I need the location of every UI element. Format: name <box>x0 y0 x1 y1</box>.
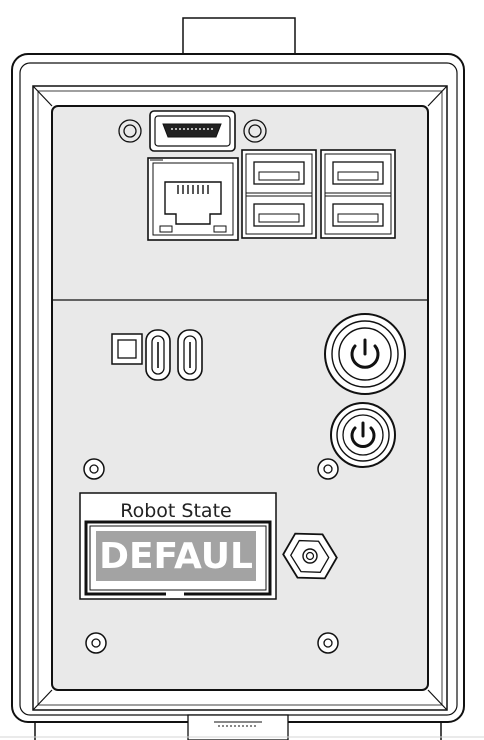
usb-a-stack-right[interactable] <box>320 149 396 239</box>
ethernet-port[interactable] <box>147 157 239 241</box>
power-button-main[interactable] <box>324 313 406 395</box>
usb-c-port-1[interactable] <box>145 329 171 381</box>
square-connector[interactable] <box>111 333 143 365</box>
screw-top-left <box>83 458 105 480</box>
robot-state-display <box>79 492 277 600</box>
hex-connector[interactable] <box>277 522 344 589</box>
screw-top-right <box>317 458 339 480</box>
base-bracket <box>0 714 484 740</box>
screw-bottom-right <box>317 632 339 654</box>
hdmi-port[interactable] <box>118 110 267 152</box>
power-button-secondary[interactable] <box>330 402 396 468</box>
robot-state-label: Robot State <box>120 500 232 522</box>
usb-c-port-2[interactable] <box>177 329 203 381</box>
robot-state-value: DEFAUL <box>99 536 253 577</box>
screw-bottom-left <box>85 632 107 654</box>
usb-a-stack-left[interactable] <box>241 149 317 239</box>
